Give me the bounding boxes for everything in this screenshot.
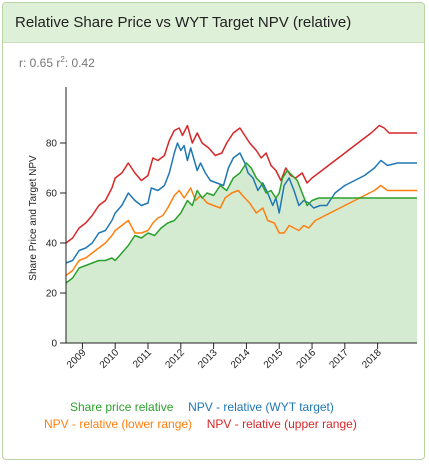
y-tick-label-20: 20 <box>46 289 58 300</box>
correlation-stats: r: 0.65 r2: 0.42 <box>19 55 95 70</box>
y-tick-label-60: 60 <box>46 189 58 200</box>
y-tick-label-40: 40 <box>46 239 58 250</box>
line-lower <box>65 184 417 277</box>
line-share <box>65 162 417 284</box>
y-axis-title: Share Price and Target NPV <box>28 155 39 281</box>
y-tick-label-0: 0 <box>51 339 57 350</box>
legend-npv-upper[interactable]: NPV - relative (upper range) <box>206 417 357 431</box>
x-tick-label-2016: 2016 <box>295 347 319 371</box>
x-tick-label-2018: 2018 <box>360 347 384 371</box>
legend-row-1: Share price relative NPV - relative (WYT… <box>70 400 334 414</box>
x-tick-label-2011: 2011 <box>131 347 154 370</box>
r2-prefix: r <box>53 56 61 70</box>
legend-npv-wyt[interactable]: NPV - relative (WYT target) <box>188 400 334 414</box>
r2-superscript: 2 <box>60 55 65 64</box>
x-tick-label-2012: 2012 <box>163 347 187 371</box>
panel-title: Relative Share Price vs WYT Target NPV (… <box>15 14 352 31</box>
r-value: r: 0.65 <box>19 56 54 70</box>
x-tick-label-2010: 2010 <box>98 347 122 371</box>
legend-share-price[interactable]: Share price relative <box>70 400 174 414</box>
x-tick-label-2015: 2015 <box>262 347 286 371</box>
x-tick-label-2013: 2013 <box>196 347 220 371</box>
line-upper <box>65 124 417 244</box>
line-chart: 0 20 40 60 80 2009 2010 2011 2012 2013 2014 2015 201… <box>28 87 417 371</box>
x-tick-label-2014: 2014 <box>229 347 253 371</box>
area-share <box>66 163 417 343</box>
y-tick-label-80: 80 <box>46 139 58 150</box>
line-wyt <box>65 142 417 264</box>
legend-npv-lower[interactable]: NPV - relative (lower range) <box>44 417 193 431</box>
x-tick-label-2009: 2009 <box>65 347 89 371</box>
x-tick-label-2017: 2017 <box>327 347 351 371</box>
r2-value: : 0.42 <box>64 56 95 70</box>
panel-header: Relative Share Price vs WYT Target NPV (… <box>3 3 424 43</box>
legend-row-2: NPV - relative (lower range) NPV - relat… <box>44 417 357 431</box>
